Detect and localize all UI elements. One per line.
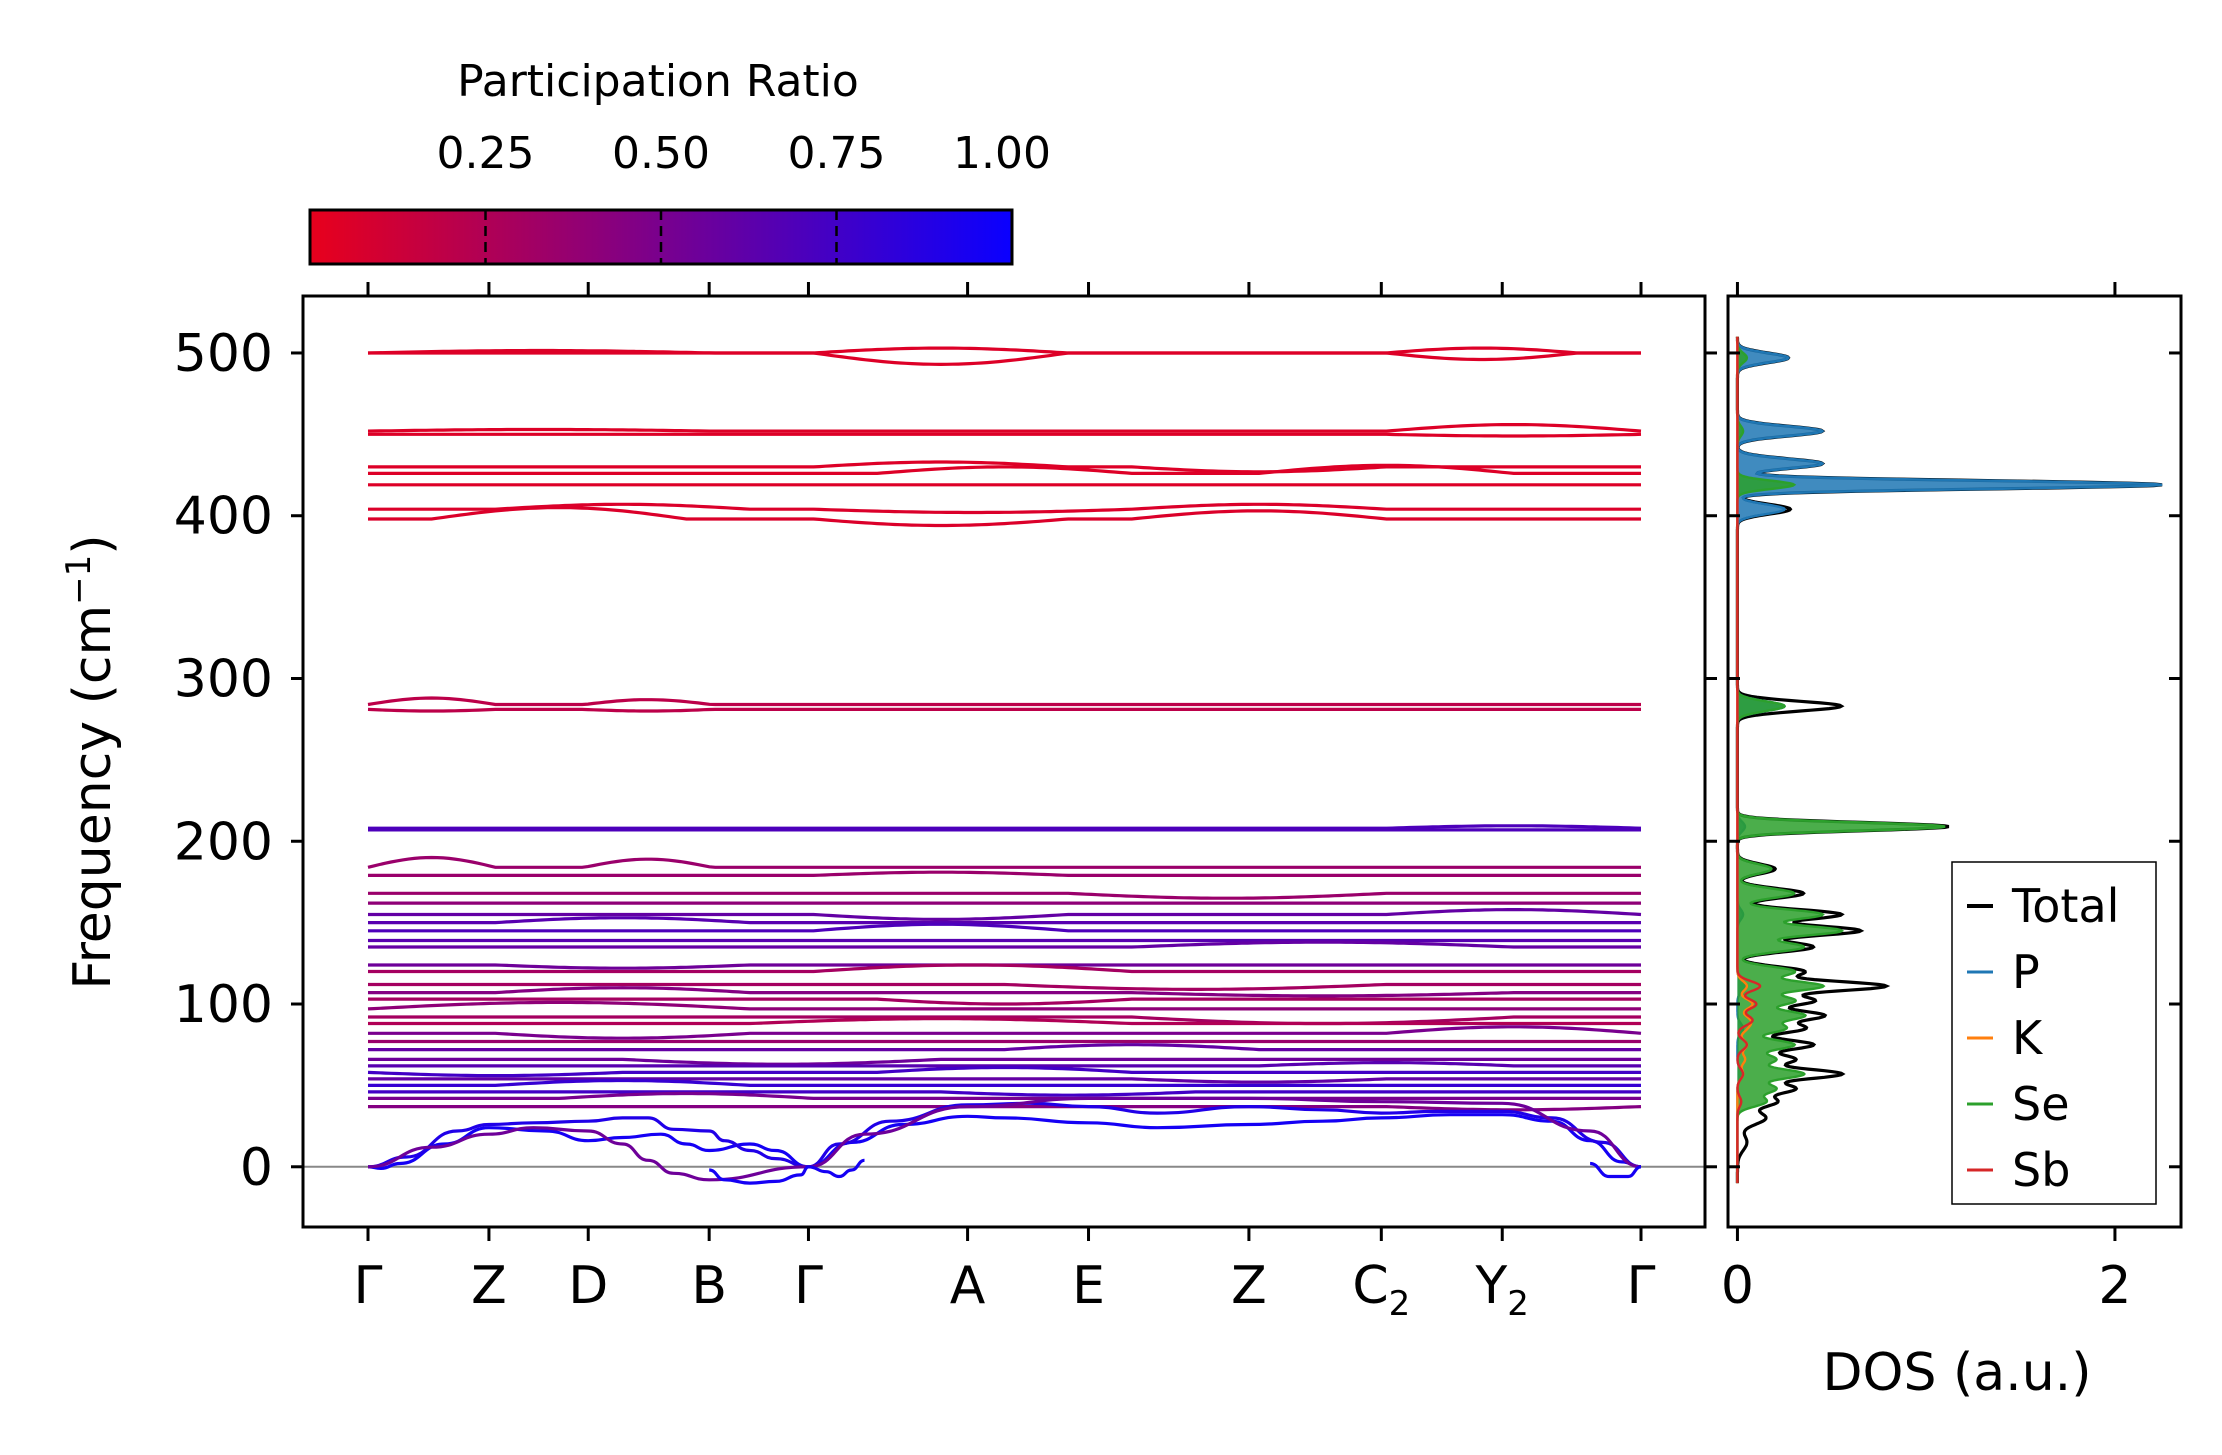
dos-axis-label: DOS (a.u.) (1823, 1343, 2092, 1403)
k-point-label: Z (471, 1256, 507, 1316)
colorbar: Participation Ratio 0.25 0.50 0.75 1.00 (308, 56, 1051, 266)
y-tick-label: 100 (174, 975, 273, 1035)
phonon-band (368, 1017, 1641, 1026)
dos-x-tick-label: 2 (2098, 1256, 2131, 1316)
phonon-band (367, 696, 1641, 707)
phonon-band (368, 1077, 1641, 1084)
phonon-band (368, 870, 1641, 877)
phonon-band (368, 922, 1641, 933)
frequency-axis-label: Frequency (cm−1) (59, 534, 123, 989)
colorbar-ticks: 0.25 0.50 0.75 1.00 (437, 128, 1051, 264)
acoustic-band (1589, 1161, 1642, 1179)
k-point-label: D (568, 1256, 608, 1316)
band-structure-panel: 0 100 200 300 400 500 Γ Z D B Γ A E Z C2 Y2 Γ Frequency… (59, 282, 1717, 1324)
k-path-axis: Γ Z D B Γ A E Z C2 Y2 Γ (354, 282, 1656, 1324)
frequency-axis: 0 100 200 300 400 500 (174, 324, 1717, 1198)
phonon-band (367, 1000, 1641, 1011)
colorbar-label: Participation Ratio (457, 56, 859, 107)
k-point-label: E (1072, 1256, 1105, 1316)
dos-plot-frame (1726, 294, 2183, 1229)
colorbar-tick-label: 0.75 (788, 128, 886, 179)
legend-box (1951, 861, 2157, 1205)
dos-x-tick-label: 0 (1721, 1256, 1754, 1316)
phonon-band (367, 707, 1641, 713)
y-tick-label: 300 (174, 649, 273, 709)
phonon-band (368, 463, 1641, 475)
k-point-label: B (691, 1256, 727, 1316)
colorbar-tick-label: 1.00 (953, 128, 1051, 179)
y-tick-label: 200 (174, 812, 273, 872)
phonon-band (368, 940, 1641, 949)
y-tick-label: 0 (240, 1138, 273, 1198)
legend: Total PK Se Sb (1951, 861, 2157, 1205)
phonon-band (368, 997, 1641, 1006)
band-plot-frame (301, 294, 1707, 1229)
phonon-band (368, 1015, 1641, 1026)
legend-label-p: P (2012, 945, 2040, 999)
legend-items: Total PK Se Sb (1967, 879, 2119, 1197)
phonon-band (368, 1025, 1642, 1040)
y-tick-label: 500 (174, 324, 273, 384)
phonon-band (368, 824, 1642, 830)
phonon-band (368, 908, 1642, 921)
phonon-band (367, 1065, 1641, 1078)
phonon-band (368, 891, 1641, 900)
phonon-band (368, 1105, 1642, 1112)
phonon-band (368, 1043, 1641, 1052)
acoustic-band (367, 1096, 1642, 1182)
phonon-band (368, 916, 1641, 925)
y-tick-label: 400 (174, 487, 273, 547)
phonon-band (368, 986, 1641, 998)
phonon-band (368, 982, 1641, 991)
dos-line-sb (1736, 336, 1762, 1184)
phonon-band (368, 506, 1641, 528)
acoustic-band (367, 1101, 1642, 1169)
phonon-band (368, 1057, 1641, 1066)
acoustic-band (708, 1158, 865, 1185)
phonon-band (368, 1090, 1641, 1097)
colorbar-tick-label: 0.25 (437, 128, 535, 179)
k-point-label: Γ (794, 1256, 823, 1316)
legend-label-sb: Sb (2012, 1143, 2070, 1197)
legend-label-k: K (2012, 1011, 2044, 1065)
k-point-label: C2 (1352, 1256, 1410, 1324)
phonon-band (368, 1061, 1641, 1068)
legend-label-total: Total (2011, 879, 2119, 933)
colorbar-tick-label: 0.50 (612, 128, 710, 179)
phonon-band (368, 432, 1642, 438)
dos-curves (1735, 336, 2163, 1184)
k-point-label: Γ (1627, 1256, 1656, 1316)
phonon-band (368, 963, 1641, 974)
phonon-band (367, 855, 1641, 869)
phonon-band (368, 346, 1641, 362)
phonon-band (367, 423, 1642, 433)
phonon-band (367, 346, 1641, 367)
k-point-label: Y2 (1475, 1256, 1529, 1324)
phonon-band (368, 502, 1641, 515)
dos-fill-se (1737, 336, 1946, 1184)
acoustic-band (367, 1113, 1642, 1171)
k-point-label: Z (1231, 1256, 1267, 1316)
phonon-bands (367, 346, 1642, 1185)
legend-label-se: Se (2012, 1077, 2070, 1131)
phonon-band (368, 1078, 1641, 1087)
k-point-label: Γ (354, 1256, 383, 1316)
k-point-label: A (950, 1256, 986, 1316)
phonon-band (368, 1091, 1641, 1100)
